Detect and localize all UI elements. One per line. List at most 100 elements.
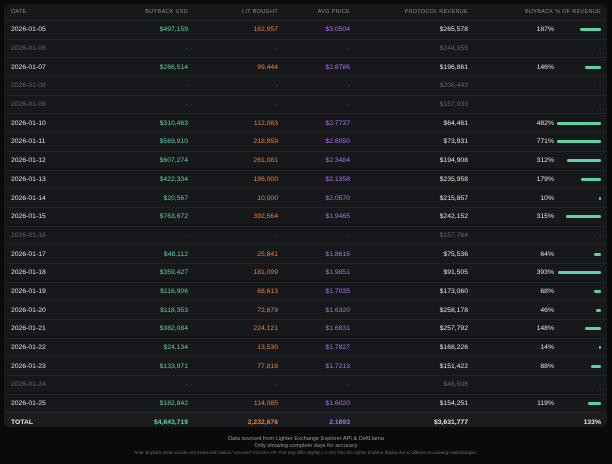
cell-lit-bought: 112,083 (194, 113, 284, 134)
buyback-pct-bar-track (557, 159, 601, 163)
cell-date: 2026-01-07 (4, 57, 100, 78)
table-row: 2026-01-06- - - $244,355- (4, 39, 607, 59)
buyback-pct-value: 771% (536, 138, 554, 146)
cell-buyback-pct: - (474, 95, 607, 115)
cell-avg-price: $1.6320 (284, 300, 356, 320)
cell-revenue: $64,461 (356, 113, 474, 134)
cell-revenue: $265,578 (356, 20, 474, 40)
cell-lit-bought: 10,000 (194, 188, 284, 208)
cell-lit-bought: 261,081 (194, 151, 284, 171)
cell-lit-bought: 218,959 (194, 132, 284, 152)
cell-avg-price: $1.6020 (284, 394, 356, 414)
total-row: TOTAL $4,843,719 2,232,676 2.1693 $3,631… (4, 412, 607, 427)
cell-buyback-pct: 46% (474, 300, 607, 320)
buyback-pct-bar-track (557, 65, 601, 69)
cell-buyback-usd: $48,112 (100, 244, 194, 264)
cell-lit-bought: 181,099 (194, 263, 284, 283)
cell-avg-price: $1.9465 (284, 207, 356, 227)
cell-lit-bought: - (194, 375, 284, 395)
cell-avg-price: $1.6831 (284, 319, 356, 339)
cell-date: 2026-01-10 (4, 113, 100, 134)
cell-avg-price: $1.9851 (284, 263, 356, 283)
buyback-pct-value: 64% (540, 250, 554, 258)
cell-revenue: $75,536 (356, 244, 474, 264)
buyback-pct-bar (557, 140, 601, 144)
buyback-pct-bar (558, 271, 601, 275)
buyback-pct-bar (585, 65, 601, 69)
table-row: 2026-01-09- - - $157,033- (4, 95, 607, 115)
cell-buyback-pct: 14% (474, 338, 607, 358)
buyback-pct-bar (596, 308, 601, 312)
cell-buyback-pct: 771% (474, 132, 607, 152)
cell-avg-price: $2.7737 (284, 113, 356, 134)
cell-avg-price: $1.7827 (284, 338, 356, 358)
cell-buyback-usd: $286,514 (100, 57, 194, 78)
cell-avg-price: $2.8786 (284, 57, 356, 78)
cell-revenue: $258,178 (356, 300, 474, 320)
cell-date: 2026-01-06 (4, 39, 100, 59)
buyback-table: Date Buyback USD LIT Bought Avg Price Pr… (4, 4, 607, 427)
cell-date: 2026-01-20 (4, 300, 100, 320)
buyback-pct-bar-track (557, 177, 601, 181)
buyback-pct-bar (585, 327, 601, 331)
cell-revenue: $157,033 (356, 95, 474, 115)
footer-note: Note: Buyback totals include only trades… (134, 450, 478, 455)
cell-revenue: $206,443 (356, 76, 474, 96)
cell-buyback-usd: - (100, 39, 194, 59)
cell-date: 2026-01-22 (4, 338, 100, 358)
buyback-pct-bar-track (557, 402, 601, 406)
cell-buyback-usd: $569,910 (100, 132, 194, 152)
table-row: 2026-01-22 $24,134 13,530 $1.7827 $168,226 14… (4, 338, 607, 358)
cell-lit-bought: 162,957 (194, 20, 284, 40)
cell-date: 2026-01-15 (4, 207, 100, 227)
cell-buyback-usd: $118,353 (100, 300, 194, 320)
buyback-pct-bar-track (557, 271, 601, 275)
cell-buyback-pct: 146% (474, 57, 607, 78)
buyback-pct-bar-track (557, 327, 601, 331)
header-lit-bought[interactable]: LIT Bought (194, 4, 284, 21)
buyback-pct-bar-track (557, 196, 601, 200)
cell-buyback-usd: - (100, 375, 194, 395)
buyback-pct-bar (588, 402, 601, 406)
cell-revenue: $46,506 (356, 375, 474, 395)
buyback-pct-bar-track (557, 289, 601, 293)
buyback-pct-value: 46% (540, 306, 554, 314)
buyback-pct-bar-track (557, 121, 601, 125)
cell-lit-bought: 68,613 (194, 282, 284, 302)
cell-avg-price: $1.7213 (284, 356, 356, 377)
footer-complete-days: Only showing complete days for accuracy (254, 443, 358, 449)
buyback-pct-bar-track (557, 28, 601, 32)
table-header-row: Date Buyback USD LIT Bought Avg Price Pr… (4, 4, 607, 21)
buyback-table-panel: Date Buyback USD LIT Bought Avg Price Pr… (4, 4, 607, 427)
header-buyback-pct[interactable]: Buyback % of Revenue (474, 4, 607, 21)
header-buyback-usd[interactable]: Buyback USD (100, 4, 194, 21)
cell-lit-bought: - (194, 39, 284, 59)
cell-date: 2026-01-17 (4, 244, 100, 264)
cell-buyback-pct: - (474, 39, 607, 59)
buyback-pct-bar-track (557, 252, 601, 256)
cell-revenue: $73,931 (356, 132, 474, 152)
cell-buyback-pct: 187% (474, 20, 607, 40)
header-avg-price[interactable]: Avg Price (284, 4, 356, 21)
cell-lit-bought: 72,679 (194, 300, 284, 320)
cell-date: 2026-01-23 (4, 356, 100, 377)
cell-buyback-pct: 119% (474, 394, 607, 414)
table-row: 2026-01-20 $118,353 72,679 $1.6320 $258,178 4… (4, 300, 607, 320)
header-date[interactable]: Date (4, 4, 100, 21)
cell-lit-bought: 13,530 (194, 338, 284, 358)
header-protocol-revenue[interactable]: Protocol Revenue (356, 4, 474, 21)
cell-date: 2026-01-24 (4, 375, 100, 395)
cell-buyback-pct: - (474, 375, 607, 395)
cell-revenue: $151,422 (356, 356, 474, 377)
cell-avg-price: - (284, 39, 356, 59)
buyback-pct-bar (580, 28, 601, 32)
buyback-pct-value: 312% (536, 157, 554, 165)
buyback-pct-value: 119% (537, 400, 554, 408)
cell-lit-bought: - (194, 226, 284, 246)
cell-revenue: $257,792 (356, 319, 474, 339)
cell-lit-bought: 77,818 (194, 356, 284, 377)
cell-revenue: $168,226 (356, 338, 474, 358)
cell-buyback-pct: - (474, 76, 607, 96)
total-revenue: $3,631,777 (356, 412, 474, 427)
cell-buyback-pct: 10% (474, 188, 607, 208)
